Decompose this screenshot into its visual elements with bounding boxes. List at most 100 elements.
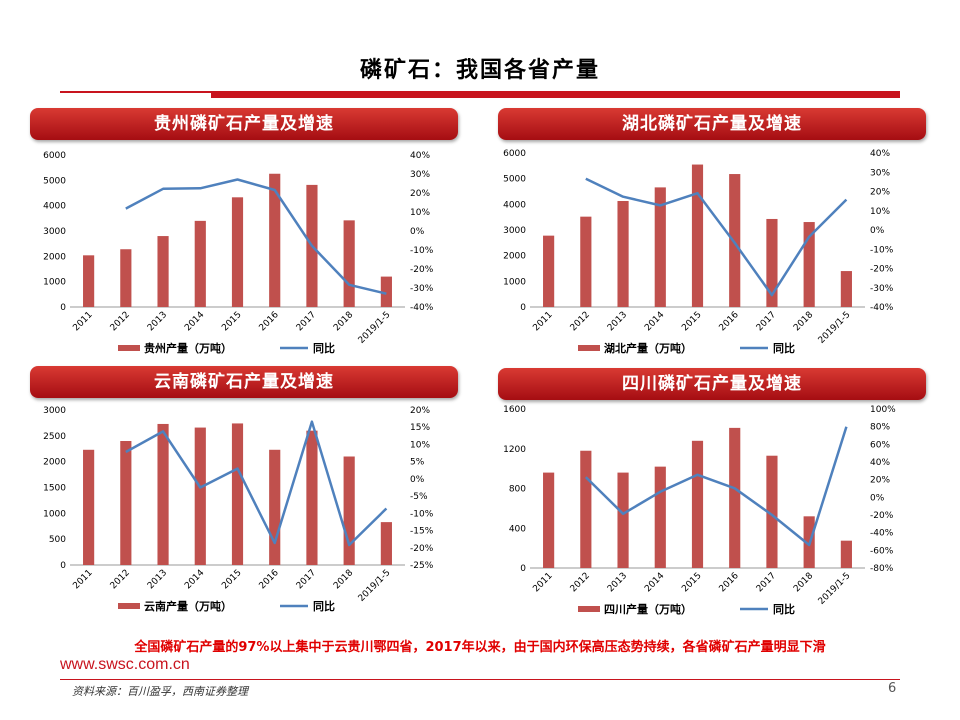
bar-2011 bbox=[83, 449, 95, 565]
bar-2015 bbox=[231, 423, 244, 565]
bar-2019/1-5 bbox=[380, 276, 392, 307]
y-right-tick-label: 0% bbox=[410, 227, 425, 237]
x-tick-label: 2013 bbox=[606, 571, 629, 594]
y-right-tick-label: -5% bbox=[410, 492, 428, 502]
y-left-tick-label: 3000 bbox=[43, 227, 66, 237]
title-divider bbox=[60, 91, 900, 98]
x-tick-label: 2013 bbox=[606, 310, 629, 333]
y-right-tick-label: 15% bbox=[410, 423, 430, 433]
x-tick-label: 2012 bbox=[569, 310, 592, 333]
x-tick-label: 2011 bbox=[71, 310, 94, 333]
y-right-tick-label: -10% bbox=[870, 245, 894, 255]
x-tick-label: 2012 bbox=[569, 571, 592, 594]
x-tick-label: 2011 bbox=[71, 568, 94, 591]
legend-bar-label: 四川产量（万吨） bbox=[604, 602, 692, 616]
legend-line-label: 同比 bbox=[313, 341, 335, 355]
bar-2014 bbox=[654, 187, 666, 307]
x-tick-label: 2015 bbox=[680, 310, 703, 333]
website-link[interactable]: www.swsc.com.cn bbox=[60, 656, 190, 673]
y-right-tick-label: 0% bbox=[870, 226, 885, 236]
y-left-tick-label: 800 bbox=[509, 485, 526, 495]
chart-yunnan: 0 500 1000 1500 2000 2500 3000 -25% -20% -15% -10%… bbox=[43, 406, 434, 613]
y-right-tick-label: 100% bbox=[870, 405, 896, 415]
legend-line-label: 同比 bbox=[773, 602, 795, 616]
y-left-tick-label: 1200 bbox=[503, 445, 526, 455]
y-left-tick-label: 1000 bbox=[43, 509, 66, 519]
y-left-tick-label: 0 bbox=[520, 564, 526, 574]
x-tick-label: 2016 bbox=[718, 310, 741, 333]
chart-sichuan: 0 400 800 1200 1600 -80% -60% -40% -20% 0% 20% 40% 6… bbox=[503, 405, 896, 616]
x-tick-label: 2011 bbox=[531, 310, 554, 333]
y-right-tick-label: 40% bbox=[870, 458, 890, 468]
y-right-tick-label: 5% bbox=[410, 458, 425, 468]
x-tick-label: 2016 bbox=[718, 571, 741, 594]
y-left-tick-label: 1000 bbox=[43, 278, 66, 288]
bar-2011 bbox=[83, 255, 95, 307]
legend-bar-swatch bbox=[578, 345, 600, 351]
x-tick-label: 2013 bbox=[146, 568, 169, 591]
legend-line-label: 同比 bbox=[313, 599, 335, 613]
y-right-tick-label: 20% bbox=[410, 189, 430, 199]
y-right-tick-label: -10% bbox=[410, 509, 434, 519]
y-right-tick-label: 40% bbox=[410, 151, 430, 161]
x-tick-label: 2012 bbox=[109, 310, 132, 333]
page-title: 磷矿石：我国各省产量 bbox=[359, 58, 600, 83]
title-divider-thick bbox=[211, 93, 900, 98]
bar-2012 bbox=[580, 216, 592, 307]
bar-2016 bbox=[269, 173, 281, 307]
x-tick-label: 2011 bbox=[531, 571, 554, 594]
legend-bar-label: 云南产量（万吨） bbox=[144, 599, 232, 613]
bar-2016 bbox=[729, 174, 741, 307]
x-tick-label: 2013 bbox=[146, 310, 169, 333]
y-right-tick-label: 20% bbox=[410, 406, 430, 416]
x-tick-label: 2018 bbox=[792, 310, 815, 333]
legend-line-label: 同比 bbox=[773, 341, 795, 355]
y-right-tick-label: 40% bbox=[870, 149, 890, 159]
x-tick-label: 2016 bbox=[258, 568, 281, 591]
y-right-tick-label: -10% bbox=[410, 246, 434, 256]
y-right-tick-label: -15% bbox=[410, 527, 434, 537]
bar-2018 bbox=[343, 456, 355, 565]
bar-2014 bbox=[654, 466, 666, 568]
y-left-tick-label: 5000 bbox=[43, 176, 66, 186]
x-tick-label: 2015 bbox=[220, 310, 243, 333]
bar-2012 bbox=[120, 249, 132, 307]
y-left-tick-label: 4000 bbox=[43, 202, 66, 212]
y-right-tick-label: -40% bbox=[410, 303, 434, 313]
bar-2013 bbox=[617, 472, 629, 568]
y-right-tick-label: -40% bbox=[870, 529, 894, 539]
y-right-tick-label: -20% bbox=[870, 511, 894, 521]
bar-2013 bbox=[157, 423, 169, 565]
y-right-tick-label: 10% bbox=[410, 440, 430, 450]
bar-2015 bbox=[691, 164, 704, 307]
bar-2019/1-5 bbox=[840, 540, 852, 568]
x-tick-label: 2015 bbox=[680, 571, 703, 594]
y-right-tick-label: 30% bbox=[870, 168, 890, 178]
legend-bar-label: 贵州产量（万吨） bbox=[144, 341, 232, 355]
x-tick-label: 2017 bbox=[755, 571, 778, 594]
x-tick-label: 2014 bbox=[183, 310, 206, 333]
x-tick-label: 2019/1-5 bbox=[357, 310, 393, 346]
footer-divider bbox=[60, 679, 900, 680]
bar-2012 bbox=[580, 450, 592, 568]
chart-title-guizhou: 贵州磷矿石产量及增速 bbox=[30, 108, 458, 140]
bar-2011 bbox=[543, 472, 555, 568]
y-right-tick-label: -40% bbox=[870, 303, 894, 313]
y-left-tick-label: 400 bbox=[509, 524, 526, 534]
x-tick-label: 2014 bbox=[643, 571, 666, 594]
bar-2016 bbox=[269, 449, 281, 565]
y-left-tick-label: 3000 bbox=[503, 226, 526, 236]
y-left-tick-label: 1000 bbox=[503, 277, 526, 287]
x-tick-label: 2019/1-5 bbox=[817, 571, 853, 607]
line-series-yoy bbox=[125, 420, 388, 547]
y-left-tick-label: 2000 bbox=[43, 458, 66, 468]
y-left-tick-label: 2500 bbox=[43, 432, 66, 442]
title-divider-thin bbox=[60, 91, 900, 93]
bar-2017 bbox=[306, 430, 318, 565]
x-tick-label: 2019/1-5 bbox=[817, 310, 853, 346]
bar-2018 bbox=[803, 222, 815, 307]
legend-bar-swatch bbox=[118, 345, 140, 351]
bar-2015 bbox=[231, 197, 244, 307]
bar-2017 bbox=[766, 455, 778, 568]
summary-note: 全国磷矿石产量的97%以上集中于云贵川鄂四省，2017年以来，由于国内环保高压态… bbox=[134, 640, 826, 655]
